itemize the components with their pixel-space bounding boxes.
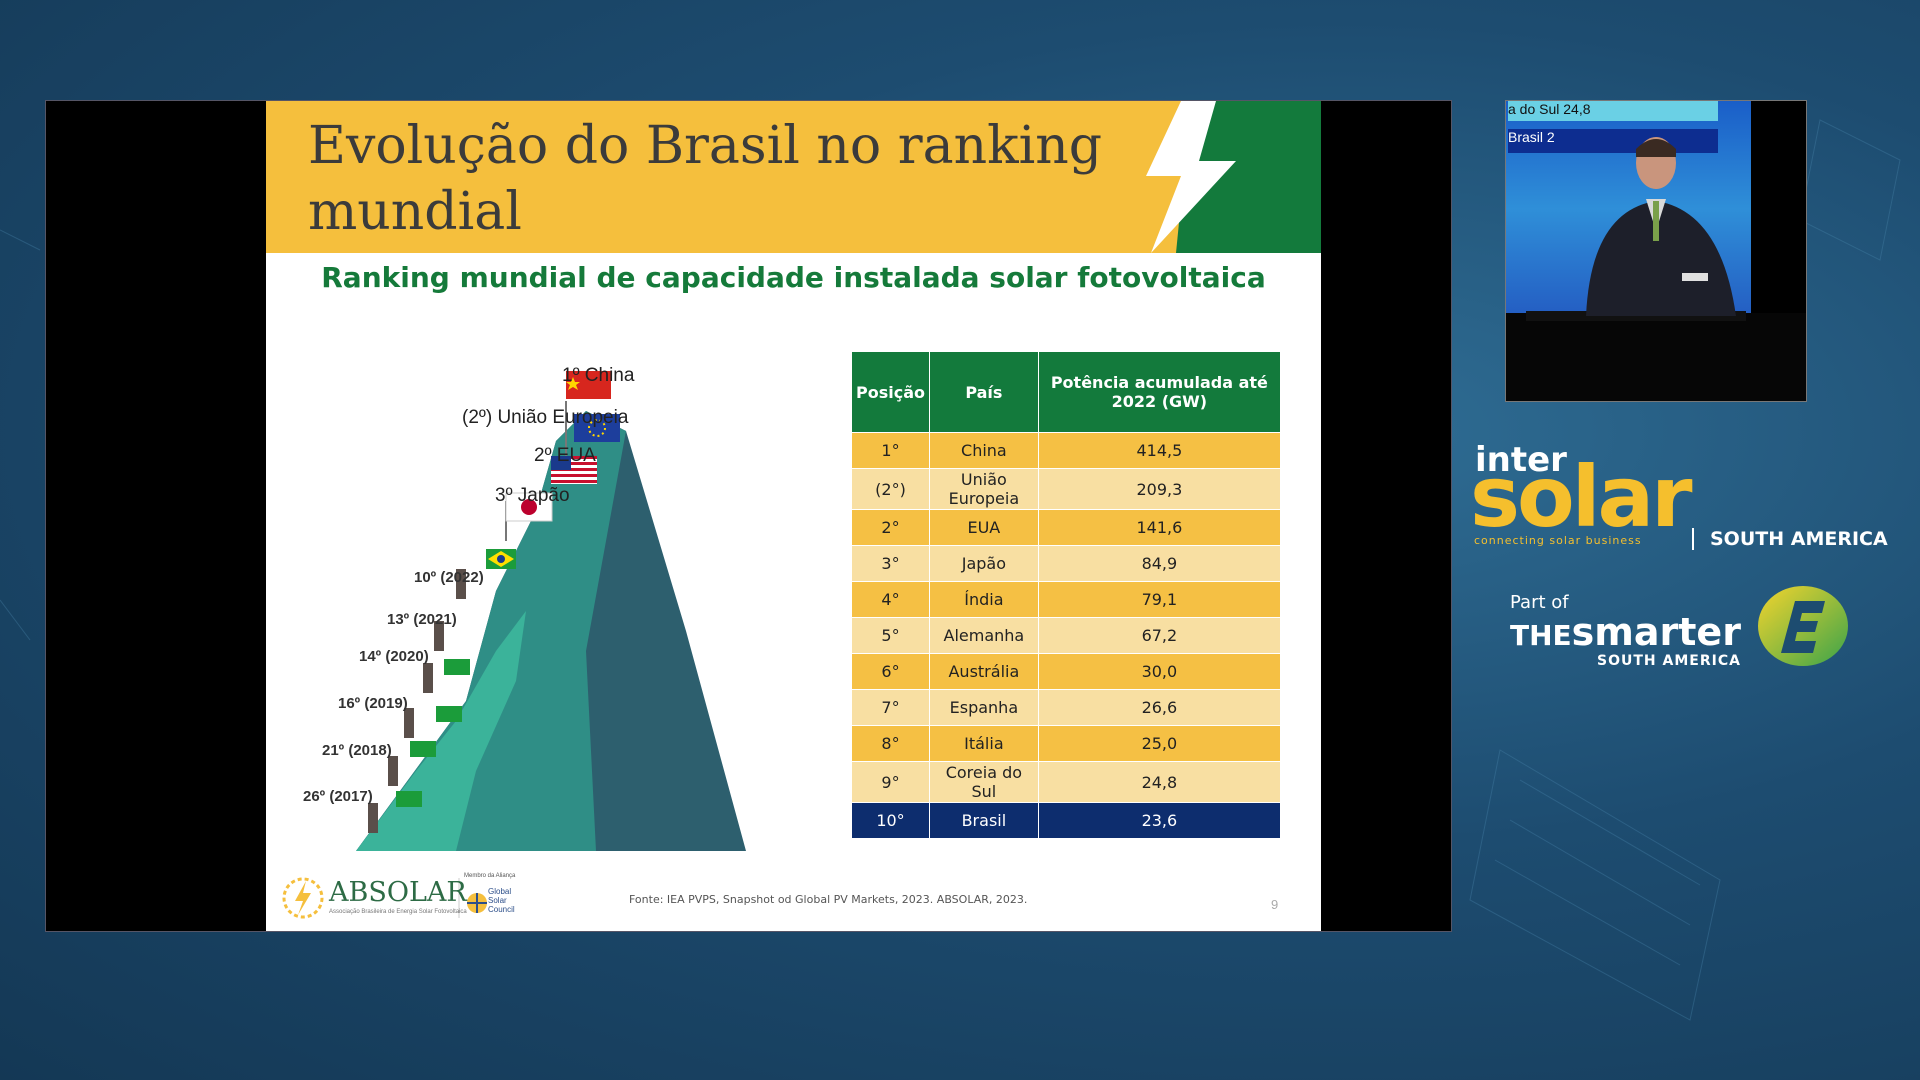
cell-potencia: 24,8 bbox=[1037, 761, 1282, 803]
header-potencia: Potência acumulada até 2022 (GW) bbox=[1037, 351, 1282, 433]
intersolar-logo-solar: solar bbox=[1470, 448, 1693, 546]
absolar-logo: ABSOLAR bbox=[329, 877, 467, 908]
cell-pais: Espanha bbox=[929, 689, 1039, 726]
slide-title: Evolução do Brasil no ranking mundial bbox=[308, 116, 1102, 242]
label-2019: 16º (2019) bbox=[338, 695, 408, 712]
slide-header bbox=[266, 101, 1321, 253]
cell-pais: Coreia do Sul bbox=[929, 761, 1039, 803]
part-of-label: Part of bbox=[1510, 592, 1569, 613]
header-posicao: Posição bbox=[851, 351, 930, 433]
label-2022: 10º (2022) bbox=[414, 569, 484, 586]
label-china: 1º China bbox=[562, 365, 635, 386]
slide: Evolução do Brasil no ranking mundial Ra… bbox=[266, 101, 1321, 931]
global-solar-council-logo: Global Solar Council bbox=[488, 887, 515, 914]
video-screen-text: a do Sul 24,8 bbox=[1508, 101, 1718, 121]
cell-posicao: 4° bbox=[851, 581, 930, 618]
lightning-bolt-icon bbox=[1146, 101, 1321, 253]
header-pais: País bbox=[929, 351, 1039, 433]
cell-posicao: 2° bbox=[851, 509, 930, 546]
speaker-figure bbox=[1506, 137, 1806, 401]
absolar-subtitle: Associação Brasileira de Energia Solar F… bbox=[329, 909, 467, 915]
cell-pais: Índia bbox=[929, 581, 1039, 618]
page-number: 9 bbox=[1271, 897, 1279, 912]
smarter-e-region: SOUTH AMERICA bbox=[1597, 653, 1741, 669]
ranking-table: Posição País Potência acumulada até 2022… bbox=[851, 351, 1282, 839]
cell-posicao: 7° bbox=[851, 689, 930, 726]
cell-potencia: 414,5 bbox=[1037, 432, 1282, 469]
label-japao: 3º Japão bbox=[495, 485, 570, 506]
table-row: 3° Japão 84,9 bbox=[851, 545, 1282, 582]
table-row: 4° Índia 79,1 bbox=[851, 581, 1282, 618]
intersolar-tagline: connecting solar business bbox=[1474, 534, 1642, 547]
table-row: 9° Coreia do Sul 24,8 bbox=[851, 761, 1282, 803]
cell-potencia: 67,2 bbox=[1037, 617, 1282, 654]
table-row: 6° Austrália 30,0 bbox=[851, 653, 1282, 690]
cell-pais: União Europeia bbox=[929, 468, 1039, 510]
cell-posicao: 1° bbox=[851, 432, 930, 469]
cell-pais: Japão bbox=[929, 545, 1039, 582]
source-citation: Fonte: IEA PVPS, Snapshot od Global PV M… bbox=[629, 893, 1028, 906]
label-2017: 26º (2017) bbox=[303, 788, 373, 805]
table-row: 8° Itália 25,0 bbox=[851, 725, 1282, 762]
brazil-flag-icon bbox=[486, 549, 516, 569]
the-smarter-e-logo: THEsmarter bbox=[1510, 610, 1741, 654]
cell-posicao: (2°) bbox=[851, 468, 930, 510]
video-screen-text: Brasil 2 bbox=[1508, 129, 1718, 153]
presentation-frame: Evolução do Brasil no ranking mundial Ra… bbox=[45, 100, 1452, 932]
label-2020: 14º (2020) bbox=[359, 648, 429, 665]
cell-pais: EUA bbox=[929, 509, 1039, 546]
cell-posicao: 5° bbox=[851, 617, 930, 654]
gsc-member-label: Membro da Aliança bbox=[464, 873, 516, 879]
label-2021: 13º (2021) bbox=[387, 611, 457, 628]
cell-pais: Alemanha bbox=[929, 617, 1039, 654]
cell-posicao: 8° bbox=[851, 725, 930, 762]
cell-posicao: 3° bbox=[851, 545, 930, 582]
table-row: 2° EUA 141,6 bbox=[851, 509, 1282, 546]
cell-potencia: 23,6 bbox=[1037, 802, 1282, 839]
label-eua: 2º EUA bbox=[534, 445, 596, 466]
cell-potencia: 141,6 bbox=[1037, 509, 1282, 546]
cell-pais: China bbox=[929, 432, 1039, 469]
cell-pais: Austrália bbox=[929, 653, 1039, 690]
cell-potencia: 84,9 bbox=[1037, 545, 1282, 582]
cell-posicao: 9° bbox=[851, 761, 930, 803]
cell-pais: Brasil bbox=[929, 802, 1039, 839]
cell-potencia: 26,6 bbox=[1037, 689, 1282, 726]
the-label: THE bbox=[1510, 619, 1572, 652]
table-row-highlight: 10° Brasil 23,6 bbox=[851, 802, 1282, 839]
cell-posicao: 6° bbox=[851, 653, 930, 690]
table-row: 5° Alemanha 67,2 bbox=[851, 617, 1282, 654]
intersolar-logo-inter: inter bbox=[1475, 440, 1567, 480]
label-uniao-europeia: (2º) União Europeia bbox=[462, 407, 629, 428]
brand-divider bbox=[1692, 528, 1694, 550]
smarter-e-icon bbox=[1758, 586, 1848, 666]
cell-potencia: 209,3 bbox=[1037, 468, 1282, 510]
cell-pais: Itália bbox=[929, 725, 1039, 762]
smarter-label: smarter bbox=[1571, 610, 1741, 654]
cell-posicao: 10° bbox=[851, 802, 930, 839]
cell-potencia: 25,0 bbox=[1037, 725, 1282, 762]
table-row: (2°) União Europeia 209,3 bbox=[851, 468, 1282, 510]
label-2018: 21º (2018) bbox=[322, 742, 392, 759]
mountain-illustration bbox=[356, 371, 746, 851]
table-row: 1° China 414,5 bbox=[851, 432, 1282, 469]
intersolar-region: SOUTH AMERICA bbox=[1710, 528, 1888, 550]
slide-subtitle: Ranking mundial de capacidade instalada … bbox=[321, 261, 1266, 294]
eu-flag-icon bbox=[574, 414, 620, 442]
table-row: 7° Espanha 26,6 bbox=[851, 689, 1282, 726]
speaker-video: a do Sul 24,8 Brasil 2 bbox=[1505, 100, 1807, 402]
cell-potencia: 79,1 bbox=[1037, 581, 1282, 618]
cell-potencia: 30,0 bbox=[1037, 653, 1282, 690]
absolar-logo-icon bbox=[282, 877, 487, 919]
